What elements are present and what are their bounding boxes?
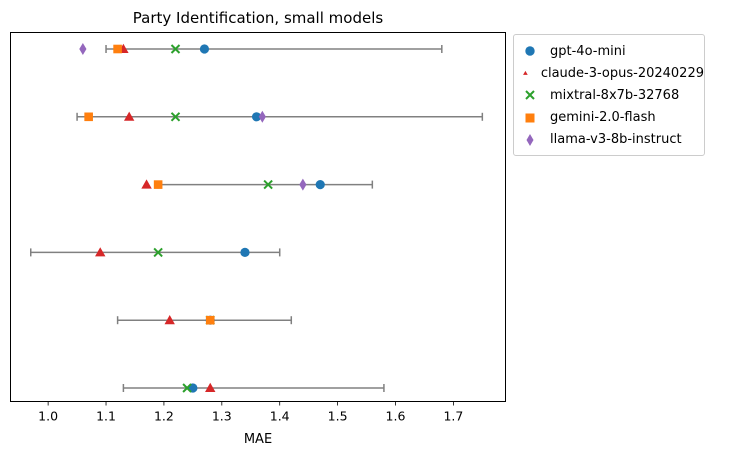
- x-tick-label: 1.4: [270, 409, 290, 424]
- circle-marker: [240, 247, 250, 257]
- chart-title: Party Identification, small models: [133, 9, 384, 27]
- square-marker: [113, 44, 122, 54]
- legend-label: gemini-2.0-flash: [550, 110, 656, 126]
- circle-marker-icon: [525, 46, 535, 56]
- x-tick-label: 1.1: [96, 409, 116, 424]
- diamond-marker-icon: [526, 133, 534, 146]
- x-axis: 1.0 1.1 1.2 1.3 1.4 1.5 1.6 1.7: [38, 401, 463, 424]
- triangle-marker: [95, 247, 106, 257]
- legend-label: llama-v3-8b-instruct: [550, 132, 682, 148]
- triangle-marker: [141, 179, 152, 189]
- triangle-marker: [205, 382, 216, 392]
- range-lines: [30, 45, 484, 392]
- legend-label: claude-3-opus-20240229: [540, 65, 704, 81]
- legend: gpt-4o-mini claude-3-opus-20240229 mixtr…: [513, 34, 705, 156]
- circle-marker: [251, 112, 262, 122]
- x-marker: [153, 247, 163, 258]
- triangle-marker: [164, 315, 175, 325]
- legend-entry-mixtral: mixtral-8x7b-32768: [514, 84, 704, 106]
- legend-entry-llama: llama-v3-8b-instruct: [514, 129, 704, 151]
- triangle-marker-icon: [523, 71, 528, 76]
- square-marker-icon: [525, 113, 535, 123]
- legend-entry-claude: claude-3-opus-20240229: [514, 62, 704, 84]
- plot-area-frame: [10, 32, 506, 402]
- x-marker-icon: [525, 90, 535, 101]
- triangle-marker: [123, 111, 135, 121]
- square-marker: [84, 112, 93, 122]
- data-markers: [79, 43, 325, 393]
- x-marker: [263, 179, 273, 190]
- x-marker: [170, 112, 181, 122]
- legend-label: mixtral-8x7b-32768: [550, 87, 680, 103]
- x-tick-label: 1.3: [212, 409, 232, 424]
- x-tick-label: 1.2: [154, 409, 174, 424]
- square-marker: [205, 315, 215, 325]
- diamond-marker: [299, 178, 307, 191]
- square-marker: [153, 180, 163, 189]
- x-marker: [182, 383, 192, 393]
- x-tick-label: 1.7: [443, 409, 463, 424]
- x-tick-label: 1.6: [386, 409, 406, 424]
- circle-marker: [199, 44, 210, 54]
- legend-entry-gemini: gemini-2.0-flash: [514, 107, 704, 129]
- diamond-marker: [258, 110, 266, 123]
- diamond-marker: [79, 43, 87, 55]
- x-tick-label: 1.5: [328, 409, 348, 424]
- legend-label: gpt-4o-mini: [550, 43, 626, 59]
- circle-marker: [315, 180, 325, 190]
- x-tick-label: 1.0: [38, 409, 58, 424]
- x-axis-label: MAE: [244, 432, 272, 447]
- legend-entry-gpt-4o-mini: gpt-4o-mini: [514, 40, 704, 62]
- x-marker: [170, 44, 181, 54]
